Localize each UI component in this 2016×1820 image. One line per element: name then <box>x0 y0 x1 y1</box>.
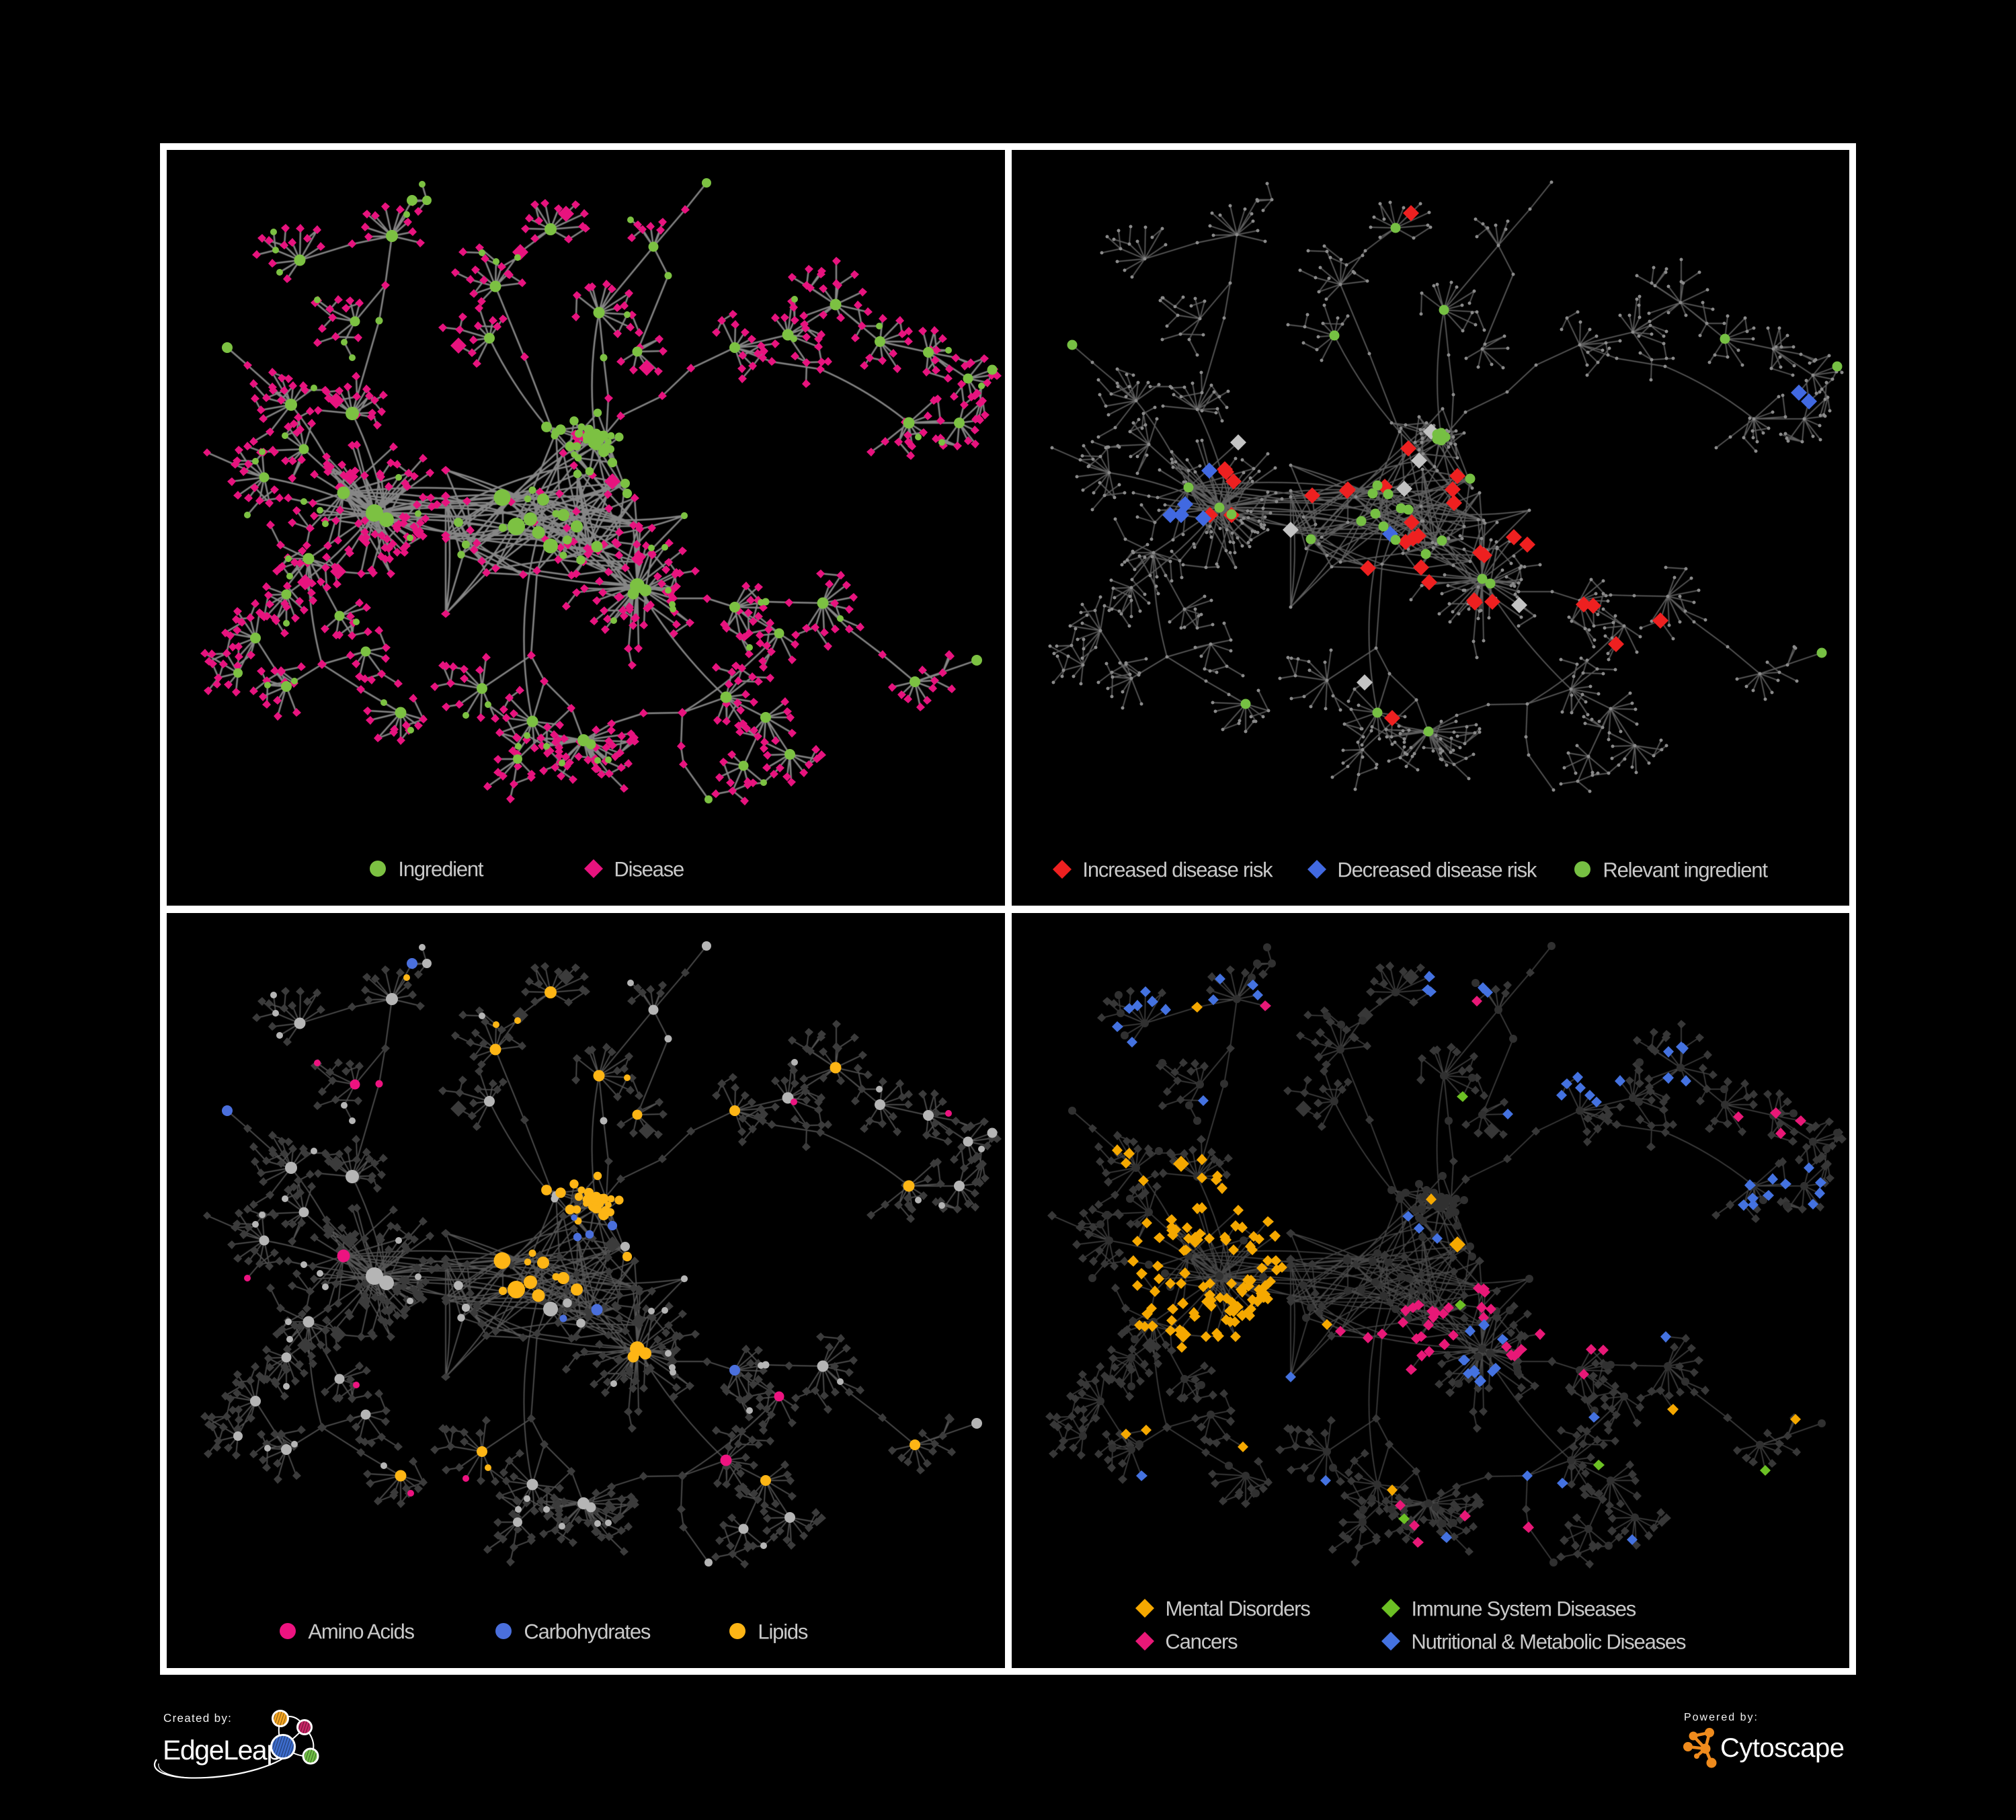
svg-text:Cancers: Cancers <box>1165 1630 1238 1653</box>
svg-text:Amino Acids: Amino Acids <box>308 1620 414 1643</box>
svg-text:Mental Disorders: Mental Disorders <box>1165 1597 1310 1620</box>
svg-text:Carbohydrates: Carbohydrates <box>524 1620 650 1643</box>
svg-text:Disease: Disease <box>614 857 684 881</box>
svg-text:Nutritional & Metabolic Diseas: Nutritional & Metabolic Diseases <box>1411 1630 1686 1653</box>
svg-text:Lipids: Lipids <box>758 1620 808 1643</box>
svg-text:Immune System Diseases: Immune System Diseases <box>1411 1597 1636 1620</box>
svg-text:Ingredient: Ingredient <box>398 857 483 881</box>
svg-text:Relevant ingredient: Relevant ingredient <box>1603 858 1768 881</box>
svg-text:Cytoscape: Cytoscape <box>1720 1733 1845 1763</box>
svg-text:Powered by:: Powered by: <box>1684 1712 1759 1723</box>
svg-text:EdgeLeap: EdgeLeap <box>163 1735 281 1766</box>
svg-text:Increased disease risk: Increased disease risk <box>1082 858 1273 881</box>
svg-text:Decreased disease risk: Decreased disease risk <box>1337 858 1537 881</box>
svg-text:Created by:: Created by: <box>163 1712 232 1725</box>
